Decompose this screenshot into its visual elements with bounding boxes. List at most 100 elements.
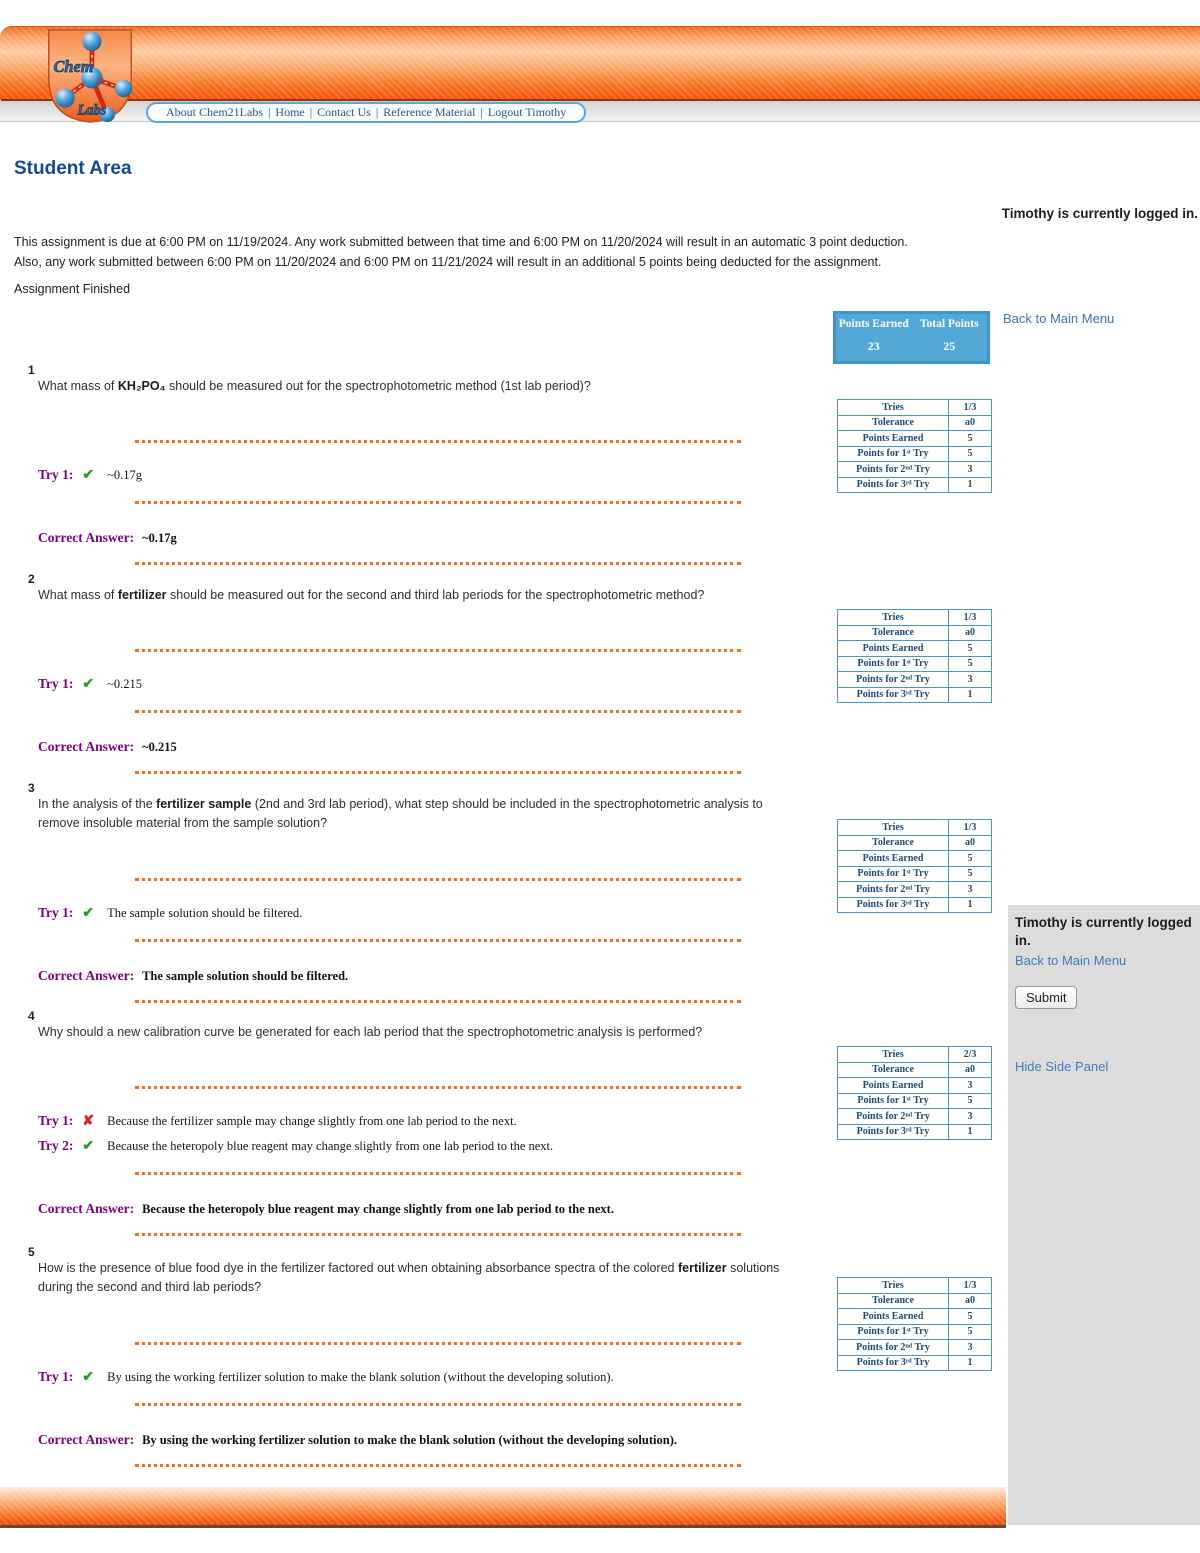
points-table-label: Points for 1ˢᵗ Try (837, 655, 949, 672)
points-table-label: Points for 3ʳᵈ Try (837, 1123, 949, 1140)
submit-button[interactable]: Submit (1015, 986, 1078, 1010)
correct-answer-line: Correct Answer: The sample solution shou… (38, 967, 798, 985)
nav-separator: | (375, 105, 379, 119)
points-table-value: 5 (948, 655, 992, 672)
points-table-value: 3 (948, 881, 992, 898)
points-table-value: 2/3 (948, 1046, 992, 1063)
points-table-label: Tries (837, 399, 949, 416)
points-table-value: 1 (948, 896, 992, 913)
points-table-q1: Tries 1/3 Tolerance a0 Points Earned 5 Points … (837, 399, 992, 493)
correct-answer-text: By using the working fertilizer solution… (142, 1432, 677, 1447)
try-line: Try 1: ✔ The sample solution should be f… (38, 904, 798, 922)
points-table-value: 1/3 (948, 609, 992, 626)
question-1: 1 What mass of KH₂PO₄ should be measured… (28, 363, 798, 566)
points-table-value: 1 (948, 1354, 992, 1371)
points-table-row: Points for 3ʳᵈ Try 1 (837, 686, 992, 703)
nav-link-reference[interactable]: Reference Material (383, 105, 476, 119)
correct-answer-line: Correct Answer: By using the working fer… (38, 1431, 798, 1449)
points-table-label: Points Earned (837, 1077, 949, 1094)
dotted-separator (135, 771, 741, 775)
points-table-row: Points for 1ˢᵗ Try 5 (837, 1323, 992, 1340)
points-table-value: 1/3 (948, 1277, 992, 1294)
question-text: How is the presence of blue food dye in … (38, 1261, 780, 1295)
points-table-value: 5 (948, 865, 992, 882)
points-table-label: Points for 1ˢᵗ Try (837, 865, 949, 882)
points-table-row: Tolerance a0 (837, 414, 992, 431)
question-text: What mass of fertilizer should be measur… (38, 588, 705, 602)
points-table-value: 3 (948, 1108, 992, 1125)
points-table-value: 5 (948, 850, 992, 867)
dotted-separator (135, 440, 741, 444)
try-line: Try 1: ✔ ~0.215 (38, 675, 798, 693)
points-table-row: Tries 2/3 (837, 1046, 992, 1063)
dotted-separator (135, 999, 741, 1003)
score-value-total: 25 (943, 339, 956, 353)
footer-banner (0, 1487, 1006, 1528)
dotted-separator (135, 562, 741, 566)
points-table-value: 3 (948, 1339, 992, 1356)
correct-answer-label: Correct Answer: (38, 1431, 135, 1447)
points-table-value: 1/3 (948, 819, 992, 836)
points-table-label: Points Earned (837, 430, 949, 447)
points-table-label: Points Earned (837, 1308, 949, 1325)
correct-check-icon: ✔ (82, 677, 95, 693)
side-panel-back-to-main-menu-link[interactable]: Back to Main Menu (1015, 953, 1127, 969)
dotted-separator (135, 1233, 741, 1237)
try-answer: Because the fertilizer sample may change… (107, 1114, 517, 1129)
points-table-label: Points for 3ʳᵈ Try (837, 476, 949, 493)
points-table-row: Tries 1/3 (837, 819, 992, 836)
correct-answer-text: The sample solution should be filtered. (142, 968, 349, 983)
points-table-row: Tries 1/3 (837, 609, 992, 626)
correct-answer-label: Correct Answer: (38, 739, 135, 755)
side-panel: Timothy is currently logged in. Back to … (1008, 905, 1200, 1525)
points-table-value: 1/3 (948, 399, 992, 416)
correct-answer-text: ~0.215 (142, 740, 177, 755)
points-table-row: Points Earned 5 (837, 850, 992, 867)
correct-check-icon: ✔ (82, 1139, 95, 1155)
score-header-total: Total Points (919, 318, 979, 330)
correct-answer-line: Correct Answer: ~0.17g (38, 529, 798, 547)
logged-in-notice: Timothy is currently logged in. (1001, 206, 1198, 221)
points-table-row: Points for 1ˢᵗ Try 5 (837, 1092, 992, 1109)
points-table-label: Points for 3ʳᵈ Try (837, 1354, 949, 1371)
question-bold-term: fertilizer sample (156, 797, 252, 811)
try-answer: Because the heteropoly blue reagent may … (107, 1139, 554, 1154)
points-table-row: Tolerance a0 (837, 624, 992, 641)
dotted-separator (135, 1086, 741, 1090)
points-table-row: Points Earned 3 (837, 1077, 992, 1094)
points-table-label: Points for 2ⁿᵈ Try (837, 881, 949, 898)
points-table-row: Points Earned 5 (837, 640, 992, 657)
side-panel-logged-in-notice: Timothy is currently logged in. (1015, 915, 1192, 949)
due-date-text: This assignment is due at 6:00 PM on 11/… (14, 232, 1074, 272)
dotted-separator (135, 938, 741, 942)
nav-link-about[interactable]: About Chem21Labs (166, 105, 263, 119)
points-table-q3: Tries 1/3 Tolerance a0 Points Earned 5 Points … (837, 819, 992, 913)
points-table-value: 1 (948, 1123, 992, 1140)
nav-link-contact[interactable]: Contact Us (317, 105, 371, 119)
incorrect-x-icon: ✘ (82, 1114, 95, 1130)
nav-link-home[interactable]: Home (275, 105, 305, 119)
question-bold-term: fertilizer (117, 588, 167, 602)
question-text: What mass of KH₂PO₄ should be measured o… (38, 379, 591, 393)
hide-side-panel-link[interactable]: Hide Side Panel (1015, 1059, 1109, 1075)
question-text: Why should a new calibration curve be ge… (38, 1025, 703, 1039)
correct-answer-label: Correct Answer: (38, 1201, 135, 1217)
dotted-separator (135, 1402, 741, 1406)
points-table-row: Points for 2ⁿᵈ Try 3 (837, 1108, 992, 1125)
question-bold-term: KH₂PO₄ (117, 379, 166, 393)
points-table-value: 5 (948, 1092, 992, 1109)
correct-answer-label: Correct Answer: (38, 967, 135, 983)
points-table-value: a0 (948, 414, 992, 431)
points-table-label: Tries (837, 819, 949, 836)
question-number: 5 (28, 1245, 35, 1259)
try-line: Try 1: ✘ Because the fertilizer sample m… (38, 1112, 798, 1130)
correct-answer-text: Because the heteropoly blue reagent may … (142, 1202, 614, 1217)
question-5: 5 How is the presence of blue food dye i… (28, 1245, 798, 1467)
nav-link-logout[interactable]: Logout Timothy (487, 105, 567, 119)
back-to-main-menu-link[interactable]: Back to Main Menu (1003, 311, 1115, 326)
points-table-label: Points for 3ʳᵈ Try (837, 896, 949, 913)
try-answer: ~0.215 (107, 677, 142, 692)
points-table-value: 5 (948, 1323, 992, 1340)
points-table-value: a0 (948, 1061, 992, 1078)
points-table-label: Points for 1ˢᵗ Try (837, 1323, 949, 1340)
